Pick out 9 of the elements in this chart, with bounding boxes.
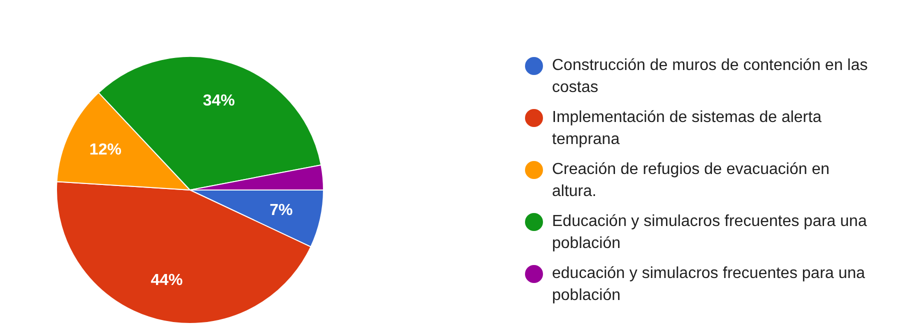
legend-label: Creación de refugios de evacuación en altura. xyxy=(552,160,831,202)
legend-label: Construcción de muros de contención en las costas xyxy=(552,56,869,98)
data-label: 12% xyxy=(89,142,122,159)
legend-label: Educación y simulacros frecuentes para una población xyxy=(552,212,868,254)
legend-label: educación y simulacros frecuentes para una población xyxy=(552,264,866,306)
data-label: 7% xyxy=(270,202,293,219)
data-label: 34% xyxy=(202,92,235,110)
legend-label: Implementación de sistemas de alerta temprana xyxy=(552,108,822,150)
data-label: 44% xyxy=(150,272,183,289)
